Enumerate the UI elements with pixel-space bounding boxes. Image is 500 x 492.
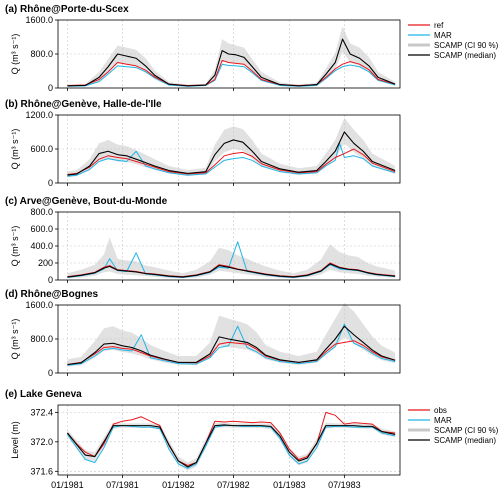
series-mar-line [67, 142, 396, 177]
series-scamp-median-line [67, 38, 396, 87]
legend-label: MAR [434, 416, 452, 425]
y-axis-label: Level (m) [10, 421, 20, 459]
plot-frame [57, 404, 401, 476]
x-tick-label: 07/1981 [106, 480, 139, 490]
series-ref-line [67, 59, 396, 86]
panel-title: (a) Rhône@Porte-du-Scex [5, 4, 129, 15]
y-tick-label: 600.0 [30, 144, 53, 154]
series-mar-line [67, 63, 396, 87]
series-scamp-median-line [67, 263, 396, 278]
series-ref-line [67, 148, 396, 175]
series-scamp-median-line [67, 325, 396, 366]
series-scamp-ci-band [67, 237, 396, 279]
y-tick-label: 0 [48, 83, 53, 93]
legend-label: SCAMP (median) [434, 436, 496, 445]
panel-title: (c) Arve@Genève, Bout-du-Monde [5, 196, 168, 207]
panel-title: (d) Rhône@Bognes [5, 289, 99, 300]
panel-title: (e) Lake Geneva [5, 389, 82, 400]
panel-4: (e) Lake Geneva 371.6 372.0 372.4 Level (m) 0… [5, 389, 499, 490]
series-ref-line [67, 340, 396, 365]
y-axis-label: Q (m³ s⁻¹) [10, 34, 20, 75]
y-axis-label: Q (m³ s⁻¹) [10, 226, 20, 267]
y-tick-label: 800.0 [30, 334, 53, 344]
series-scamp-ci-band [67, 26, 396, 87]
y-tick-label: 0 [48, 178, 53, 188]
y-tick-label: 200 [38, 258, 53, 268]
y-tick-label: 1200.0 [25, 110, 53, 120]
y-tick-label: 372.4 [30, 407, 53, 417]
y-tick-label: 0 [48, 368, 53, 378]
series-scamp-ci-band [67, 422, 396, 471]
x-tick-label: 07/1983 [328, 480, 361, 490]
panel-0: (a) Rhône@Porte-du-Scex 0 800.0 1600.0 Q (m³… [5, 4, 499, 93]
x-tick-label: 01/1983 [273, 480, 306, 490]
series-obs-line [67, 411, 396, 466]
panel-title: (b) Rhône@Genève, Halle-de-l'Ile [5, 99, 162, 110]
x-tick-label: 01/1982 [162, 480, 195, 490]
y-axis-label: Q (m³ s⁻¹) [10, 319, 20, 360]
y-tick-label: 1600.0 [25, 15, 53, 25]
legend-label: ref [434, 21, 444, 30]
y-tick-label: 371.6 [30, 466, 53, 476]
legend-label: SCAMP (CI 90 %) [434, 426, 499, 435]
series-mar-line [67, 425, 396, 469]
panel-1: (b) Rhône@Genève, Halle-de-l'Ile 0 600.0 12… [5, 99, 401, 188]
series-scamp-median-line [67, 131, 396, 176]
y-tick-label: 800.0 [30, 207, 53, 217]
legend-label: SCAMP (median) [434, 51, 496, 60]
y-axis-label: Q (m³ s⁻¹) [10, 129, 20, 170]
legend-label: obs [434, 406, 447, 415]
x-tick-label: 07/1982 [217, 480, 250, 490]
grid [58, 405, 400, 475]
series-scamp-ci-band [67, 302, 396, 367]
series-scamp-median-line [66, 424, 396, 468]
y-tick-label: 800.0 [30, 49, 53, 59]
y-tick-label: 600.0 [30, 224, 53, 234]
y-tick-label: 372.0 [30, 437, 53, 447]
series-scamp-ci-band [67, 117, 396, 178]
y-tick-label: 1600.0 [25, 300, 53, 310]
panel-3: (d) Rhône@Bognes 0 800.0 1600.0 Q (m³ s⁻¹) [5, 289, 401, 378]
legend-label: SCAMP (CI 90 %) [434, 41, 499, 50]
panel-2: (c) Arve@Genève, Bout-du-Monde 0 200 400.0 6… [5, 196, 401, 285]
x-tick-label: 01/1981 [51, 480, 84, 490]
y-tick-label: 400.0 [30, 241, 53, 251]
y-tick-label: 0 [48, 275, 53, 285]
legend-label: MAR [434, 31, 452, 40]
